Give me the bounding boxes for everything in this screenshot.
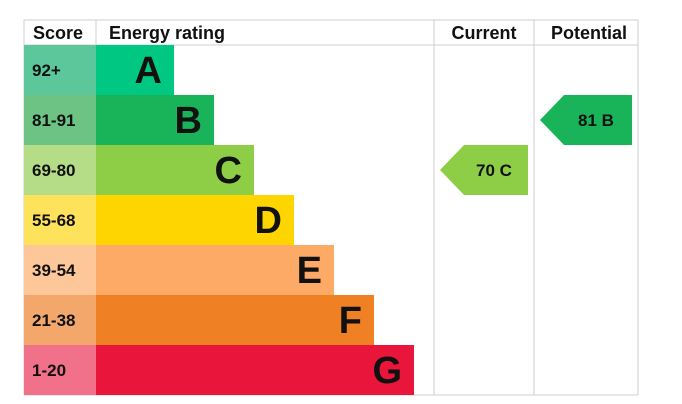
band-letter: C (215, 150, 242, 192)
score-cell (24, 295, 96, 345)
band-d: 55-68 D (24, 195, 294, 245)
score-range-label: 39-54 (32, 261, 76, 280)
energy-rating-header: Energy rating (109, 23, 225, 43)
score-cell (24, 95, 96, 145)
current-rating-arrow-label: 70 C (476, 161, 512, 180)
score-range-label: 92+ (32, 61, 61, 80)
current-rating-arrow-shape (440, 145, 528, 195)
score-cell (24, 45, 96, 95)
score-cell (24, 145, 96, 195)
potential-rating-arrow: 81 B (540, 95, 632, 145)
band-letter: A (135, 50, 162, 92)
score-header: Score (33, 23, 83, 43)
potential-rating-arrow-label: 81 B (578, 111, 614, 130)
score-range-label: 81-91 (32, 111, 75, 130)
score-range-label: 69-80 (32, 161, 75, 180)
header-row (23, 19, 639, 46)
potential-rating-arrow-shape (540, 95, 632, 145)
band-bar (96, 145, 254, 195)
rating-bands: 92+ A 81-91 B 69-80 C 55-68 D 39-54 E 21-38 F 1-20 G (24, 45, 414, 395)
band-bar (96, 195, 294, 245)
band-letter: F (339, 300, 362, 342)
band-g: 1-20 G (24, 345, 414, 395)
score-range-label: 21-38 (32, 311, 75, 330)
band-letter: G (372, 350, 402, 392)
band-bar (96, 45, 174, 95)
potential-header: Potential (551, 23, 627, 43)
band-a: 92+ A (24, 45, 174, 95)
band-bar (96, 295, 374, 345)
band-bar (96, 245, 334, 295)
band-bar (96, 345, 414, 395)
band-e: 39-54 E (24, 245, 334, 295)
band-c: 69-80 C (24, 145, 254, 195)
score-cell (24, 345, 96, 395)
band-letter: D (255, 200, 282, 242)
score-range-label: 1-20 (32, 361, 66, 380)
current-rating-arrow: 70 C (440, 145, 528, 195)
score-range-label: 55-68 (32, 211, 75, 230)
band-bar (96, 95, 214, 145)
band-f: 21-38 F (24, 295, 374, 345)
band-b: 81-91 B (24, 95, 214, 145)
score-cell (24, 195, 96, 245)
rating-arrows: 70 C 81 B (440, 95, 632, 195)
band-letter: B (175, 100, 202, 142)
band-letter: E (297, 250, 322, 292)
current-header: Current (451, 23, 516, 43)
score-cell (24, 245, 96, 295)
